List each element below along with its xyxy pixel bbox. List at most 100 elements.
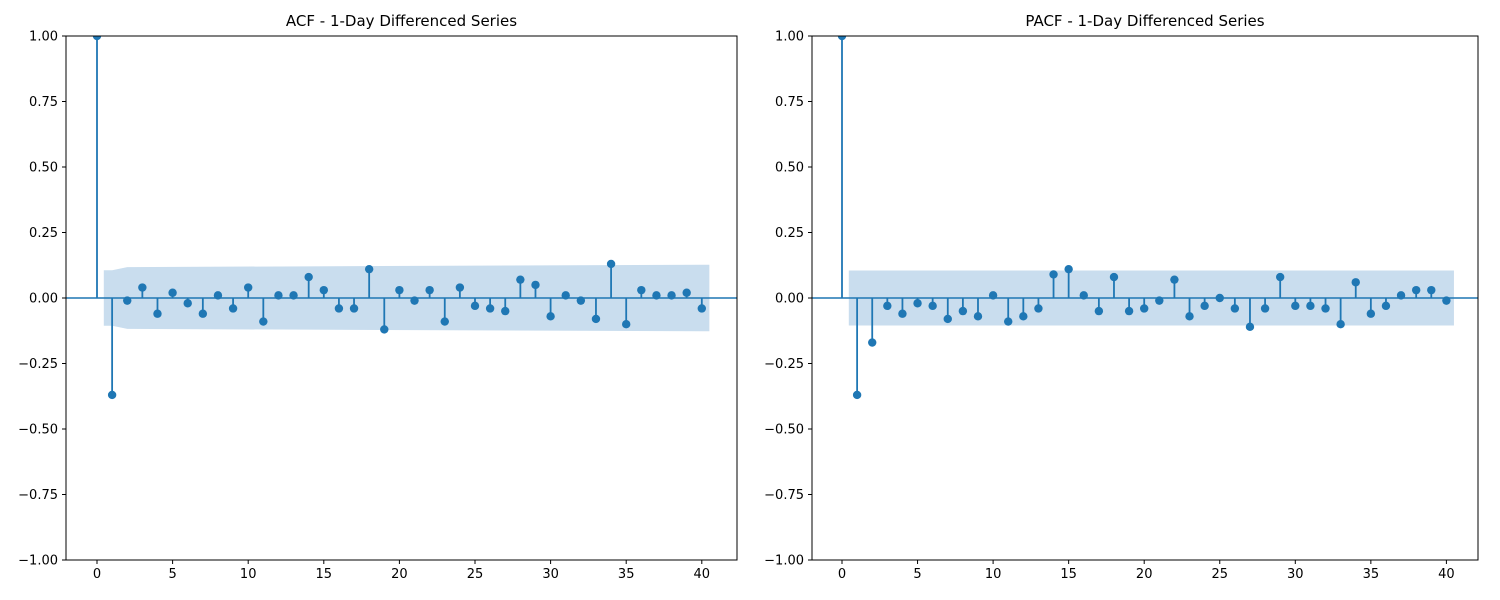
x-tick-label: 35 — [1363, 567, 1380, 582]
data-point-marker — [652, 291, 661, 300]
y-tick-label: −1.00 — [764, 554, 804, 569]
data-point-marker — [501, 306, 510, 316]
x-tick-label: 30 — [1287, 567, 1304, 582]
data-point-marker — [1321, 304, 1330, 313]
x-tick-label: 10 — [240, 567, 257, 582]
data-point-marker — [943, 314, 952, 324]
data-point-marker — [546, 312, 555, 321]
data-point-marker — [591, 314, 601, 324]
data-point-marker — [349, 304, 359, 313]
y-tick-label: −0.50 — [18, 423, 58, 438]
data-point-marker — [576, 296, 586, 305]
data-point-marker — [1094, 306, 1104, 316]
data-point-marker — [516, 275, 525, 284]
data-point-marker — [440, 317, 449, 326]
x-tick-label: 25 — [1211, 567, 1228, 582]
y-tick-label: 1.00 — [29, 30, 58, 45]
x-tick-label: 5 — [168, 567, 176, 582]
data-point-marker — [1185, 312, 1194, 321]
x-tick-label: 10 — [985, 567, 1002, 582]
y-tick-label: 1.00 — [775, 30, 804, 45]
data-point-marker — [244, 283, 253, 292]
y-tick-label: 0.50 — [775, 161, 804, 176]
x-tick-label: 40 — [1438, 567, 1455, 582]
data-point-marker — [606, 259, 616, 269]
data-point-marker — [1245, 322, 1255, 332]
x-tick-label: 15 — [1060, 567, 1077, 582]
data-point-marker — [913, 299, 922, 308]
data-point-marker — [1230, 304, 1240, 313]
data-point-marker — [259, 317, 268, 326]
plot-title: PACF - 1-Day Differenced Series — [1025, 12, 1264, 30]
x-tick-label: 5 — [913, 567, 921, 582]
data-point-marker — [531, 280, 540, 290]
data-point-marker — [837, 36, 847, 41]
data-point-marker — [1034, 304, 1043, 313]
data-point-marker — [622, 320, 631, 329]
data-point-marker — [1351, 278, 1360, 287]
y-tick-label: −0.25 — [764, 357, 804, 372]
data-point-marker — [667, 291, 676, 300]
data-point-marker — [107, 390, 117, 400]
data-point-marker — [1124, 306, 1134, 316]
data-point-marker — [425, 285, 434, 295]
data-point-marker — [883, 301, 892, 311]
y-tick-label: −0.50 — [764, 423, 804, 438]
data-point-marker — [637, 285, 646, 295]
x-tick-label: 25 — [467, 567, 484, 582]
data-point-marker — [364, 264, 374, 274]
data-point-marker — [1109, 272, 1119, 282]
data-point-marker — [289, 291, 298, 300]
data-point-marker — [928, 301, 937, 311]
data-point-marker — [1170, 275, 1179, 284]
y-tick-label: −0.75 — [764, 488, 804, 503]
data-point-marker — [1306, 301, 1315, 311]
y-tick-label: 0.25 — [29, 226, 58, 241]
y-tick-label: 0.00 — [775, 292, 804, 307]
data-point-marker — [138, 283, 147, 292]
data-point-marker — [1275, 272, 1285, 282]
data-point-marker — [1004, 317, 1013, 326]
data-point-marker — [228, 304, 238, 313]
data-point-marker — [973, 312, 983, 321]
data-point-marker — [958, 306, 968, 316]
y-tick-label: 0.75 — [29, 95, 58, 110]
data-point-marker — [1079, 291, 1088, 300]
data-point-marker — [1411, 285, 1421, 295]
data-point-marker — [92, 36, 102, 41]
data-point-marker — [334, 304, 344, 313]
data-point-marker — [1442, 296, 1451, 305]
data-point-marker — [153, 309, 162, 318]
data-point-marker — [395, 285, 404, 295]
x-tick-label: 0 — [838, 567, 846, 582]
data-point-marker — [1396, 291, 1406, 300]
data-point-marker — [470, 301, 480, 311]
y-tick-label: 0.25 — [775, 226, 804, 241]
y-tick-label: −1.00 — [18, 554, 58, 569]
data-point-marker — [213, 291, 223, 300]
data-point-marker — [682, 288, 691, 297]
data-point-marker — [410, 296, 419, 305]
data-point-marker — [1019, 312, 1028, 321]
data-point-marker — [274, 291, 283, 300]
x-tick-label: 20 — [1136, 567, 1153, 582]
data-point-marker — [168, 288, 177, 297]
y-tick-label: −0.75 — [18, 488, 58, 503]
x-tick-label: 30 — [542, 567, 559, 582]
data-point-marker — [868, 338, 877, 347]
data-point-marker — [1140, 304, 1149, 313]
data-point-marker — [304, 272, 313, 282]
data-point-marker — [455, 283, 465, 292]
y-tick-label: −0.25 — [18, 357, 58, 372]
data-point-marker — [183, 299, 192, 308]
data-point-marker — [123, 296, 132, 305]
data-point-marker — [319, 285, 328, 295]
stem-series — [92, 36, 706, 400]
y-tick-label: 0.50 — [29, 161, 58, 176]
x-tick-label: 20 — [391, 567, 408, 582]
stem-series — [837, 36, 1451, 400]
data-point-marker — [1291, 301, 1300, 311]
